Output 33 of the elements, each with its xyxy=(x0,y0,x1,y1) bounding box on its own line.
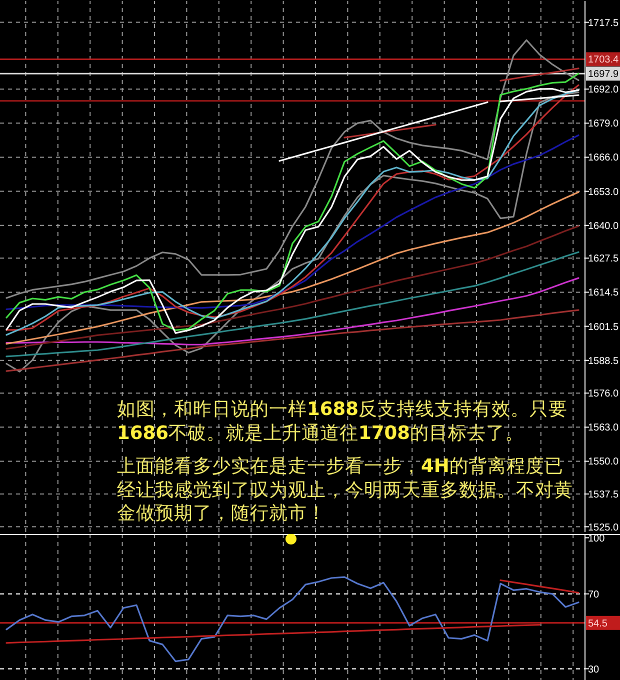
line-series xyxy=(6,576,580,662)
y-tick-label: 1640.0 xyxy=(588,220,620,232)
y-tick-label: 1576.0 xyxy=(588,388,620,400)
y-tick-label: 1717.5 xyxy=(588,18,620,29)
line-series xyxy=(6,277,580,346)
y-tick-label: 1627.5 xyxy=(588,254,620,265)
y-tick-label: 1563.0 xyxy=(588,422,620,434)
y-tick-label: 1525.0 xyxy=(588,522,620,534)
line-series xyxy=(500,68,580,82)
line-series xyxy=(6,39,580,299)
y-tick-label: 1550.0 xyxy=(588,456,620,468)
line-series xyxy=(6,191,580,345)
y-tick-label: 1679.0 xyxy=(588,118,620,130)
line-series xyxy=(6,225,580,350)
ref-line-label: 54.5 xyxy=(588,618,608,630)
line-series xyxy=(500,579,580,594)
y-tick-label: 1588.5 xyxy=(588,356,620,367)
ref-line-label: 1697.9 xyxy=(588,69,620,80)
y-tick-label: 1692.0 xyxy=(588,84,620,96)
line-series xyxy=(6,134,580,310)
text: 如图，和昨日说的一样1688反支持线支持有效。只要1686不破。就是上升通道往1708的目标去了。 xyxy=(117,399,568,444)
y-tick-label: 30 xyxy=(588,664,600,676)
y-tick-label: 1601.5 xyxy=(588,322,620,333)
line-series xyxy=(344,124,436,138)
y-tick-label: 1537.5 xyxy=(588,490,620,500)
y-tick-label: 1666.0 xyxy=(588,152,620,164)
line-series xyxy=(278,101,488,162)
y-tick-label: 70 xyxy=(588,589,600,600)
y-tick-label: 1653.0 xyxy=(588,186,620,198)
line-series xyxy=(6,251,580,358)
ref-line-label: 1703.4 xyxy=(588,54,620,66)
line-series xyxy=(6,309,580,372)
y-tick-label: 1614.5 xyxy=(588,288,620,299)
